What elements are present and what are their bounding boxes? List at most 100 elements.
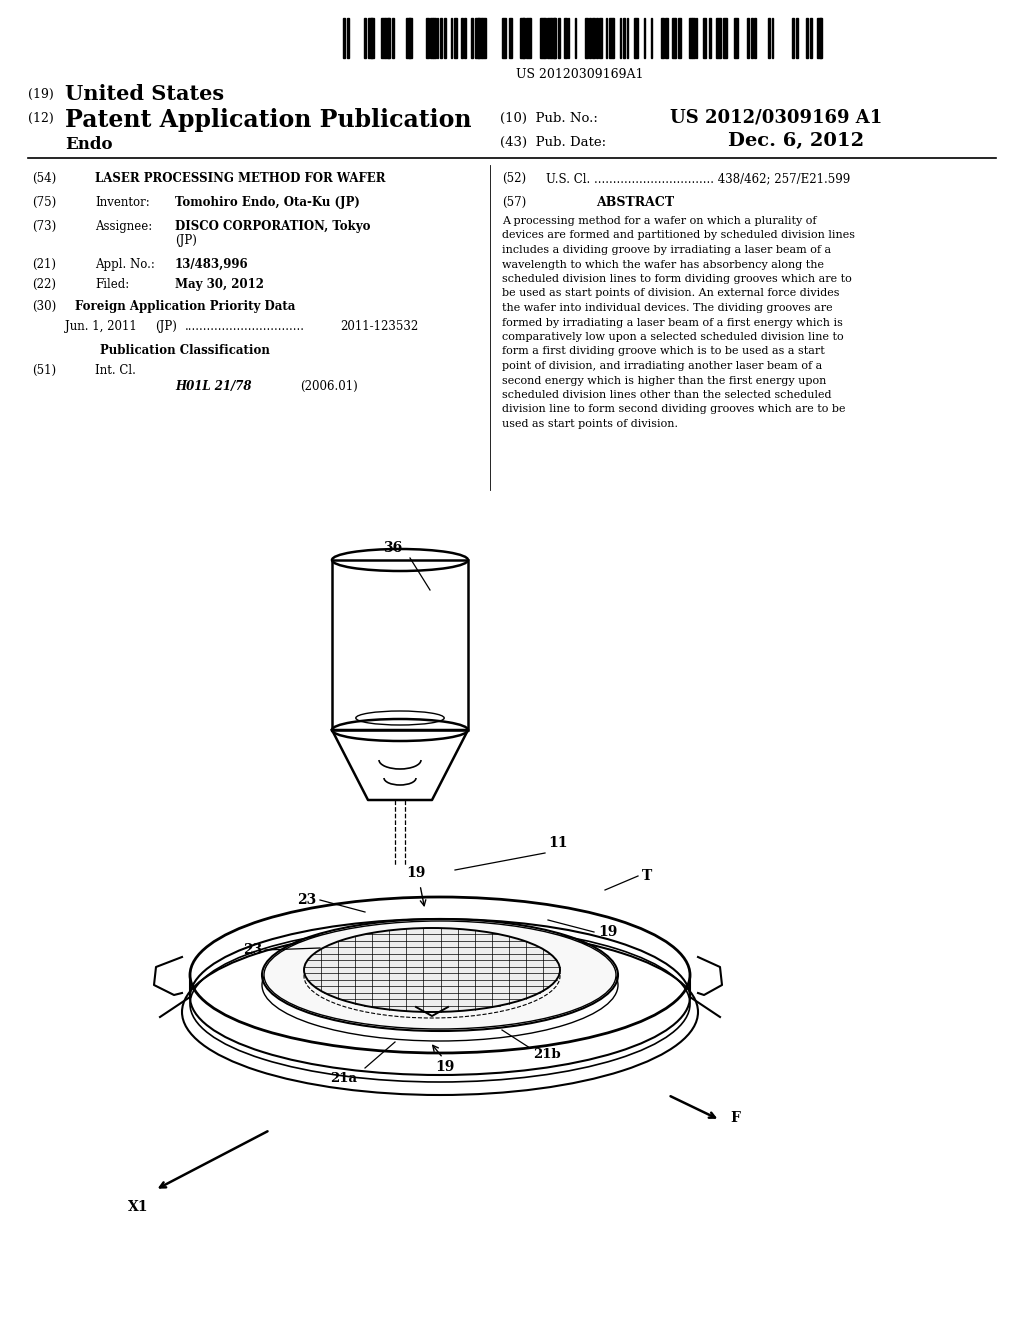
Text: be used as start points of division. An external force divides: be used as start points of division. An … [502, 289, 840, 298]
Text: (75): (75) [32, 195, 56, 209]
Bar [526, 18, 530, 58]
Bar [820, 18, 822, 58]
Text: (30): (30) [32, 300, 56, 313]
Bar [436, 18, 438, 58]
Bar [748, 18, 749, 58]
Text: US 2012/0309169 A1: US 2012/0309169 A1 [670, 108, 883, 125]
Text: ABSTRACT: ABSTRACT [596, 195, 674, 209]
Bar [388, 18, 390, 58]
Bar [592, 18, 595, 58]
Bar [644, 18, 645, 58]
Bar [406, 18, 410, 58]
Text: used as start points of division.: used as start points of division. [502, 418, 678, 429]
Text: DISCO CORPORATION, Tokyo: DISCO CORPORATION, Tokyo [175, 220, 371, 234]
Bar [471, 18, 473, 58]
Bar [430, 18, 433, 58]
Bar [606, 18, 607, 58]
Text: Tomohiro Endo, Ota-Ku (JP): Tomohiro Endo, Ota-Ku (JP) [175, 195, 359, 209]
Text: form a first dividing groove which is to be used as a start: form a first dividing groove which is to… [502, 346, 824, 356]
Bar [720, 18, 721, 58]
Text: wavelength to which the wafer has absorbency along the: wavelength to which the wafer has absorb… [502, 260, 824, 269]
Text: May 30, 2012: May 30, 2012 [175, 279, 264, 290]
Text: Foreign Application Priority Data: Foreign Application Priority Data [75, 300, 295, 313]
Bar [426, 18, 429, 58]
Bar [596, 18, 598, 58]
Text: (2006.01): (2006.01) [300, 380, 357, 393]
Bar [365, 18, 367, 58]
Bar [627, 18, 628, 58]
Bar [475, 18, 478, 58]
Text: Dec. 6, 2012: Dec. 6, 2012 [728, 132, 864, 150]
Text: (JP): (JP) [175, 234, 197, 247]
Bar [368, 18, 372, 58]
Bar [332, 560, 468, 730]
Bar [793, 18, 795, 58]
Text: T: T [642, 869, 652, 883]
Text: (19): (19) [28, 88, 53, 102]
Text: scheduled division lines other than the selected scheduled: scheduled division lines other than the … [502, 389, 831, 400]
Text: 2011-123532: 2011-123532 [340, 319, 418, 333]
Text: (57): (57) [502, 195, 526, 209]
Text: (12): (12) [28, 112, 53, 125]
Text: (51): (51) [32, 364, 56, 378]
Bar [710, 18, 711, 58]
Text: (52): (52) [502, 172, 526, 185]
Text: (54): (54) [32, 172, 56, 185]
Text: H01L 21/78: H01L 21/78 [175, 380, 252, 393]
Bar [733, 18, 737, 58]
Bar [772, 18, 773, 58]
Bar [620, 18, 622, 58]
Bar [451, 18, 452, 58]
Text: 19: 19 [598, 925, 617, 939]
Bar [634, 18, 638, 58]
Bar [478, 18, 482, 58]
Text: Publication Classification: Publication Classification [100, 345, 270, 356]
Bar [589, 18, 591, 58]
Bar [454, 18, 457, 58]
Bar [433, 18, 436, 58]
Bar [554, 18, 556, 58]
Text: (21): (21) [32, 257, 56, 271]
Text: 13/483,996: 13/483,996 [175, 257, 249, 271]
Bar [530, 18, 531, 58]
Bar [768, 18, 770, 58]
Ellipse shape [304, 928, 560, 1012]
Bar [702, 18, 706, 58]
Bar [665, 18, 668, 58]
Text: comparatively low upon a selected scheduled division line to: comparatively low upon a selected schedu… [502, 333, 844, 342]
Text: X1: X1 [128, 1200, 148, 1214]
Bar [381, 18, 385, 58]
Bar [574, 18, 577, 58]
Bar [523, 18, 524, 58]
Bar [609, 18, 613, 58]
Bar [585, 18, 588, 58]
Text: (10)  Pub. No.:: (10) Pub. No.: [500, 112, 598, 125]
Bar [347, 18, 349, 58]
Ellipse shape [264, 921, 616, 1030]
Bar [692, 18, 695, 58]
Text: scheduled division lines to form dividing grooves which are to: scheduled division lines to form dividin… [502, 275, 852, 284]
Bar [672, 18, 675, 58]
Bar [544, 18, 546, 58]
Text: LASER PROCESSING METHOD FOR WAFER: LASER PROCESSING METHOD FOR WAFER [95, 172, 385, 185]
Bar [343, 18, 345, 58]
Bar [755, 18, 756, 58]
Bar [689, 18, 692, 58]
Bar [723, 18, 727, 58]
Text: devices are formed and partitioned by scheduled division lines: devices are formed and partitioned by sc… [502, 231, 855, 240]
Text: Filed:: Filed: [95, 279, 129, 290]
Bar [503, 18, 506, 58]
Text: (73): (73) [32, 220, 56, 234]
Text: Appl. No.:: Appl. No.: [95, 257, 155, 271]
Bar [371, 18, 374, 58]
Text: 21b: 21b [534, 1048, 561, 1061]
Text: 21a: 21a [331, 1072, 357, 1085]
Bar [675, 18, 677, 58]
Text: US 20120309169A1: US 20120309169A1 [516, 69, 644, 81]
Bar [541, 18, 545, 58]
Text: Inventor:: Inventor: [95, 195, 150, 209]
Bar [392, 18, 394, 58]
Text: F: F [730, 1111, 740, 1125]
Bar [519, 18, 523, 58]
Bar [806, 18, 808, 58]
